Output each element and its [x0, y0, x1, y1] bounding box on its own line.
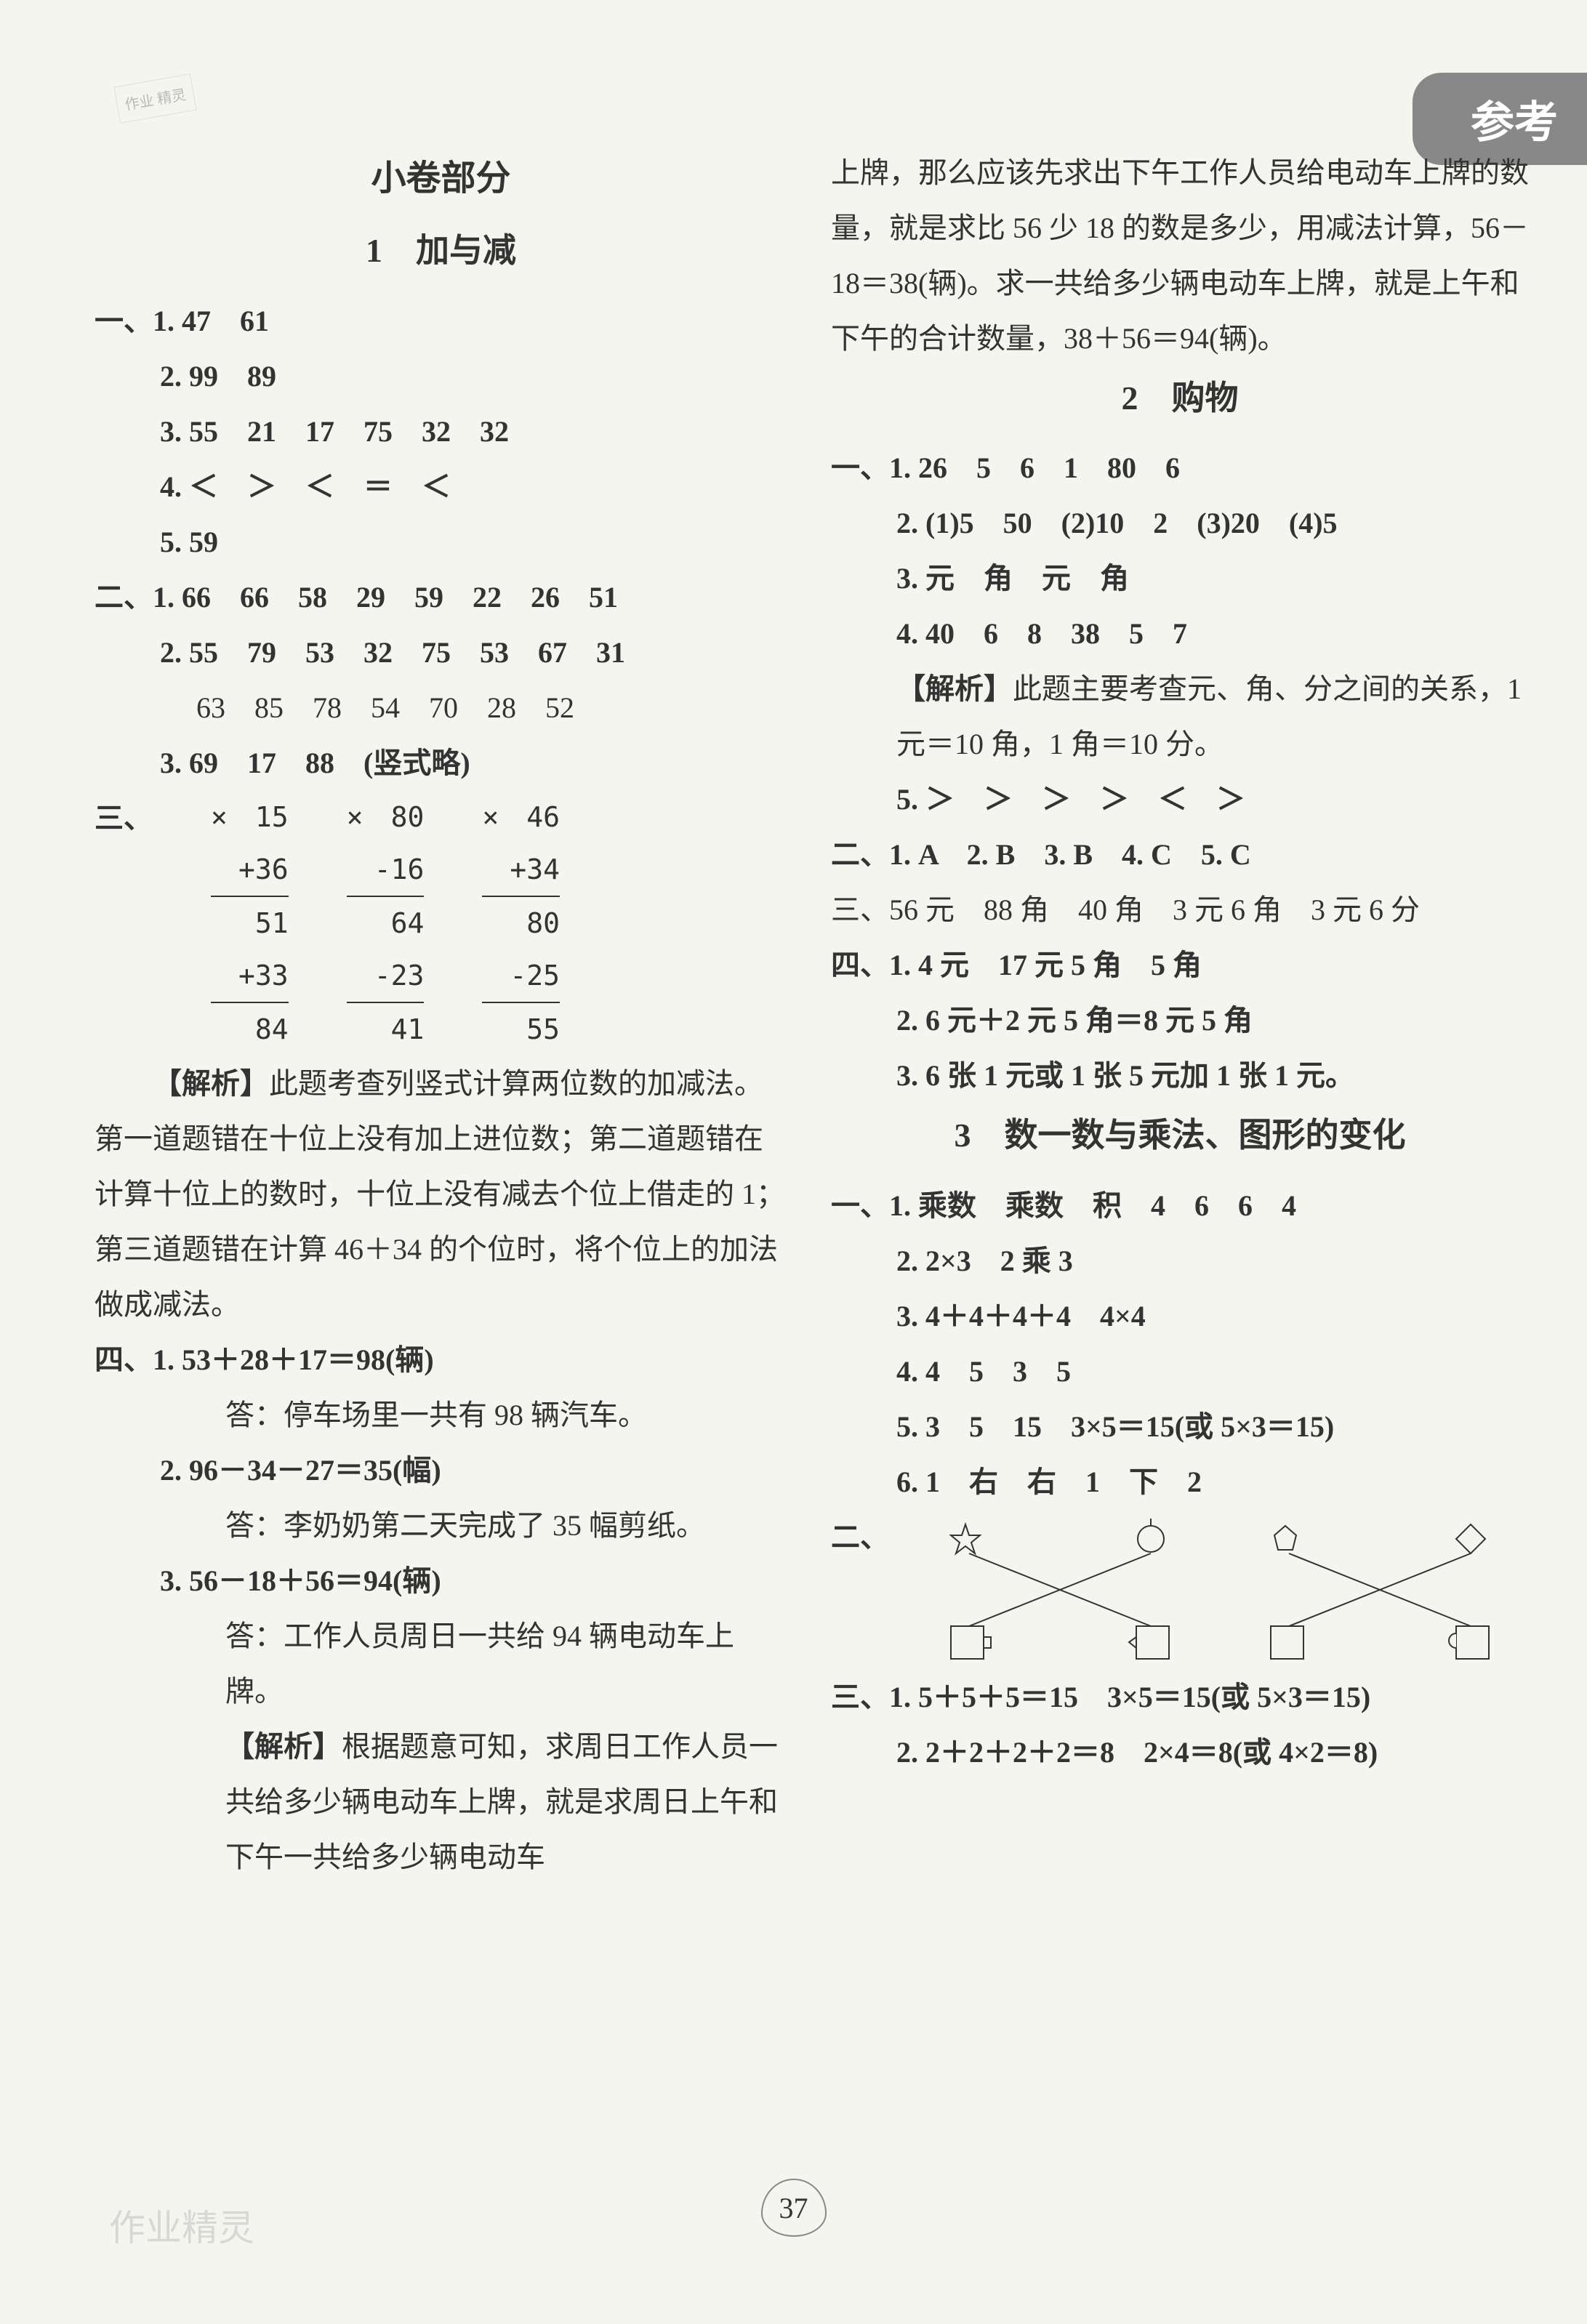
square-notch-3-icon [1271, 1626, 1303, 1659]
vc-2: × 80 -16 64 -23 41 [347, 791, 425, 1056]
u3-2-head: 二、 [831, 1510, 889, 1670]
ans-2-3: 63 85 78 54 70 28 52 [95, 680, 787, 736]
ans-1-3: 3. 55 21 17 75 32 32 [95, 404, 787, 459]
ans-4-2a: 答：李奶奶第二天完成了 35 幅剪纸。 [95, 1498, 787, 1553]
title-sub-2: 2 购物 [831, 366, 1529, 430]
ans-2-1: 二、1. 66 66 58 29 59 22 26 51 [95, 570, 787, 625]
ans-2-4: 3. 69 17 88 (竖式略) [95, 736, 787, 791]
u3-1-5: 5. 3 5 15 3×5＝15(或 5×3＝15) [831, 1399, 1529, 1455]
watermark-top: 作业 精灵 [113, 73, 196, 124]
title-main: 小卷部分 [95, 145, 787, 212]
watermark-bottom: 作业精灵 [109, 2199, 254, 2251]
u3-1-1: 一、1. 乘数 乘数 积 4 6 6 4 [831, 1178, 1529, 1234]
matching-diagrams [933, 1517, 1529, 1662]
diagram-1 [933, 1517, 1209, 1662]
ans-4-3: 3. 56－18＋56＝94(辆) [95, 1553, 787, 1609]
ans-2-2: 2. 55 79 53 32 75 53 67 31 [95, 625, 787, 680]
diamond-icon [1456, 1524, 1485, 1553]
ans-1-1: 一、1. 47 61 [95, 294, 787, 349]
r-1-3: 3. 元 角 元 角 [831, 551, 1529, 606]
ans-4-1a: 答：停车场里一共有 98 辆汽车。 [95, 1388, 787, 1443]
page-number: 37 [761, 2179, 827, 2237]
r-2: 二、1. A 2. B 3. B 4. C 5. C [831, 827, 1529, 882]
r-4-3: 3. 6 张 1 元或 1 张 5 元加 1 张 1 元。 [831, 1048, 1529, 1103]
pentagon-icon [1274, 1526, 1296, 1550]
square-notch-2-icon [1136, 1626, 1169, 1659]
title-sub-3: 3 数一数与乘法、图形的变化 [831, 1103, 1529, 1167]
u3-1-4: 4. 4 5 3 5 [831, 1344, 1529, 1399]
ans-1-4: 4. ＜ ＞ ＜ ＝ ＜ [95, 459, 787, 515]
content-area: 小卷部分 1 加与减 一、1. 47 61 2. 99 89 3. 55 21 … [95, 145, 1529, 1885]
star-icon [951, 1524, 980, 1553]
circle-icon [1138, 1526, 1164, 1552]
u3-3-1: 三、1. 5＋5＋5＝15 3×5＝15(或 5×3＝15) [831, 1670, 1529, 1725]
analysis-4-3: 【解析】根据题意可知，求周日工作人员一共给多少辆电动车上牌，就是求周日上午和下午… [95, 1719, 787, 1885]
r-1-1: 一、1. 26 5 6 1 80 6 [831, 441, 1529, 496]
diagram-2-svg [1253, 1517, 1529, 1662]
ans-4-2: 2. 96－34－27＝35(幅) [95, 1443, 787, 1498]
u3-1-3: 3. 4＋4＋4＋4 4×4 [831, 1289, 1529, 1344]
r-4-1: 四、1. 4 元 17 元 5 角 5 角 [831, 938, 1529, 993]
r-1-4: 4. 40 6 8 38 5 7 [831, 606, 1529, 662]
ans-1-2: 2. 99 89 [95, 349, 787, 404]
left-column: 小卷部分 1 加与减 一、1. 47 61 2. 99 89 3. 55 21 … [95, 145, 787, 1885]
vc-3: × 46 +34 80 -25 55 [482, 791, 560, 1056]
vc-1: × 15 +36 51 +33 84 [211, 791, 289, 1056]
u3-1-2: 2. 2×3 2 乘 3 [831, 1234, 1529, 1289]
section-3-head: 三、 [95, 791, 153, 846]
r-4-2: 2. 6 元＋2 元 5 角＝8 元 5 角 [831, 993, 1529, 1048]
r-1-ana: 【解析】此题主要考查元、角、分之间的关系，1 元＝10 角，1 角＝10 分。 [831, 662, 1529, 772]
diagram-1-svg [933, 1517, 1209, 1662]
right-column: 上牌，那么应该先求出下午工作人员给电动车上牌的数量，就是求比 56 少 18 的… [831, 145, 1529, 1885]
r-3: 三、56 元 88 角 40 角 3 元 6 角 3 元 6 分 [831, 882, 1529, 938]
ans-4-1: 四、1. 53＋28＋17＝98(辆) [95, 1332, 787, 1388]
title-sub-1: 1 加与减 [95, 219, 787, 282]
cont-text: 上牌，那么应该先求出下午工作人员给电动车上牌的数量，就是求比 56 少 18 的… [831, 145, 1529, 366]
analysis-1: 【解析】此题考查列竖式计算两位数的加减法。第一道题错在十位上没有加上进位数；第二… [95, 1056, 787, 1332]
u3-1-6: 6. 1 右 右 1 下 2 [831, 1455, 1529, 1510]
square-notch-1-icon [951, 1626, 984, 1659]
ans-4-3a: 答：工作人员周日一共给 94 辆电动车上牌。 [95, 1609, 787, 1719]
r-1-5: 5. ＞ ＞ ＞ ＞ ＜ ＞ [831, 772, 1529, 827]
vertical-calcs: × 15 +36 51 +33 84 × 80 -16 64 -23 41 × … [211, 791, 560, 1056]
u3-3-2: 2. 2＋2＋2＋2＝8 2×4＝8(或 4×2＝8) [831, 1725, 1529, 1780]
ans-1-5: 5. 59 [95, 515, 787, 570]
square-notch-4-icon [1456, 1626, 1489, 1659]
r-1-2: 2. (1)5 50 (2)10 2 (3)20 (4)5 [831, 496, 1529, 551]
diagram-2 [1253, 1517, 1529, 1662]
